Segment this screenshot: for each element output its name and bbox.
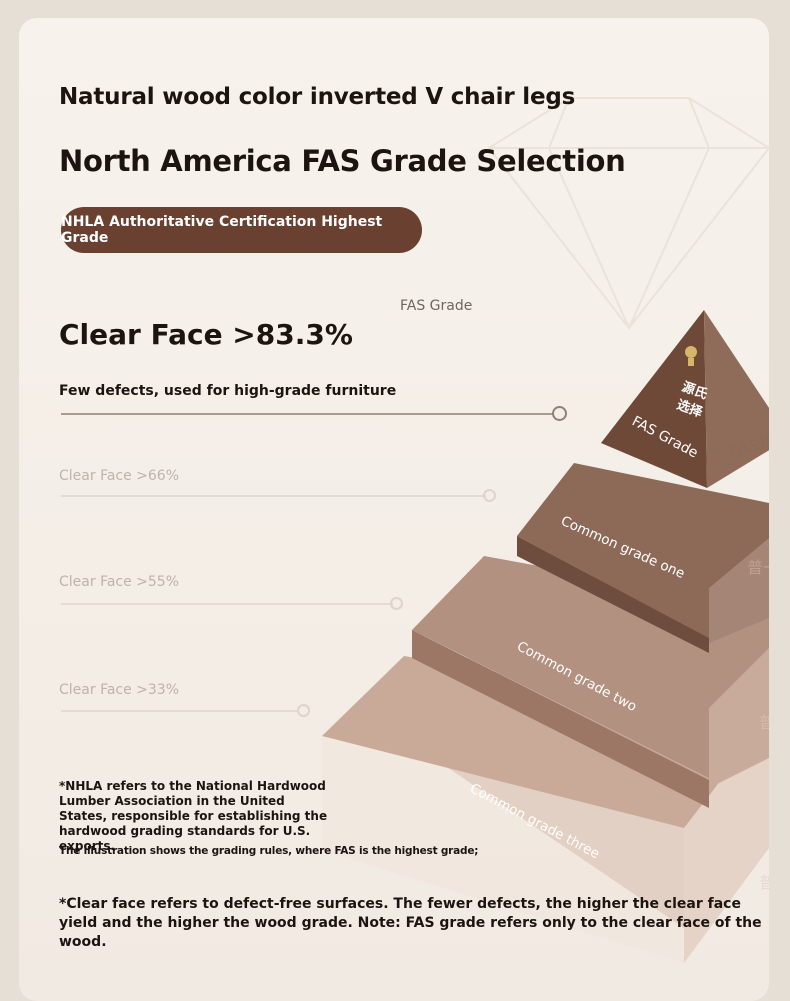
tier-common-two-side-label: 普二 xyxy=(759,713,769,732)
tier-fas-left-face xyxy=(601,310,707,488)
trophy-icon xyxy=(685,346,697,366)
diamond-watermark xyxy=(487,97,769,331)
tier-common-three-right xyxy=(684,718,769,963)
illustration-footnote: The illustration shows the grading rules… xyxy=(59,845,479,857)
grade-fas-description: Few defects, used for high-grade furnitu… xyxy=(59,383,397,399)
grade-three-connector-line xyxy=(61,710,299,712)
product-card: Natural wood color inverted V chair legs… xyxy=(19,18,769,1001)
section-title: North America FAS Grade Selection xyxy=(59,144,626,178)
grade-fas-clear-face: Clear Face >83.3% xyxy=(59,318,353,351)
certification-badge: NHLA Authoritative Certification Highest… xyxy=(61,207,422,253)
grade-one-connector-line xyxy=(61,495,486,497)
grade-two-clear-face: Clear Face >55% xyxy=(59,574,180,590)
grade-one-marker xyxy=(483,489,496,502)
grade-fas-marker xyxy=(552,406,567,421)
grade-three-clear-face: Clear Face >33% xyxy=(59,682,180,698)
fas-grade-label: FAS Grade xyxy=(400,298,473,314)
tier-common-three-top xyxy=(322,656,769,828)
tier-common-one-side-label: 普一 xyxy=(747,558,769,577)
grade-pyramid: 源氏 选择 FAS Grade FAS级 Common grade one 普一… xyxy=(322,310,769,963)
nhla-footnote: *NHLA refers to the National Hardwood Lu… xyxy=(59,779,328,853)
grade-three-marker xyxy=(297,704,310,717)
clear-face-footnote: *Clear face refers to defect-free surfac… xyxy=(59,896,762,950)
tier-common-one-top xyxy=(517,463,769,638)
tier-common-three-side-label: 普三 xyxy=(759,873,769,892)
grade-one-clear-face: Clear Face >66% xyxy=(59,468,180,484)
grade-two-connector-line xyxy=(61,603,393,605)
grade-two-marker xyxy=(390,597,403,610)
tier-fas-right-face xyxy=(704,310,769,488)
product-title: Natural wood color inverted V chair legs xyxy=(59,84,576,110)
grade-fas-connector-line xyxy=(61,413,556,415)
